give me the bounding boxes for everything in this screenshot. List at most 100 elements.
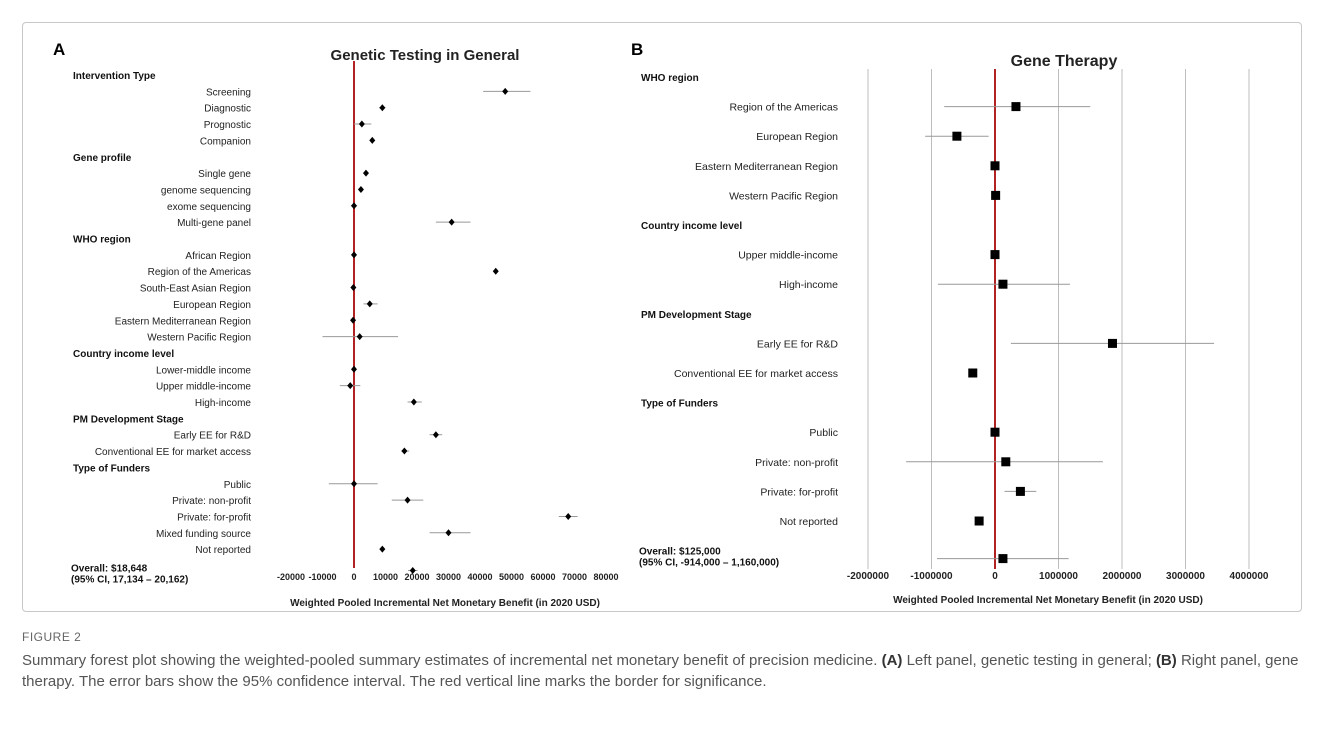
panel-a-tick-label: 0 [351,572,356,582]
panel-b-group-header: Type of Funders [641,399,718,410]
panel-b-row-label: Conventional EE for market access [674,368,838,380]
panel-b-row-label: Private: non-profit [755,457,838,469]
panel-b-point-marker [991,191,1000,200]
panel-a-point-marker [351,251,357,258]
panel-b-row-label: Region of the Americas [729,102,838,114]
panel-a-point-marker [347,382,353,389]
panel-b-tick-label: 0 [992,571,998,582]
panel-a-point-marker [359,121,365,128]
forest-plot-a: A Genetic Testing in General-20000 -10000 0… [23,23,1303,613]
panel-b-group-header: WHO region [641,73,699,84]
panel-a-tick-label: 40000 [467,572,492,582]
panel-b-group-header: PM Development Stage [641,310,752,321]
panel-a-row-label: Private: non-profit [172,496,251,507]
panel-a-group-header: Type of Funders [73,463,150,474]
caption-b-label: (B) [1156,652,1177,669]
panel-a-tick-label: 80000 [593,572,618,582]
panel-a-point-marker [405,497,411,504]
panel-a-point-marker [493,268,499,275]
panel-a-point-marker [449,219,455,226]
panel-a-x-axis-label: Weighted Pooled Incremental Net Monetary… [290,598,600,609]
panel-a-row-label: Diagnostic [204,104,251,115]
panel-b-point-marker [952,132,961,141]
panel-a-row-label: Companion [200,136,251,147]
panel-a-row-label: genome sequencing [161,185,251,196]
panel-a-row-label: Screening [206,87,251,98]
panel-a-row-label: exome sequencing [167,202,251,213]
caption-a-label: (A) [882,652,903,669]
panel-a-group-header: Country income level [73,349,174,360]
panel-a-point-marker [369,137,375,144]
figure-label: FIGURE 2 [22,630,1302,644]
panel-a-point-marker [411,399,417,406]
panel-b-tick-label: 2000000 [1103,571,1142,582]
panel-b-group-header: Country income level [641,221,742,232]
panel-a-tick-label: -10000 [308,572,336,582]
panel-a-row-label: Region of the Americas [148,267,251,278]
panel-b-point-marker [1016,487,1025,496]
panel-a-row-label: African Region [185,251,251,262]
panel-a-row-label: Multi-gene panel [177,218,251,229]
panel-a-point-marker [367,300,373,307]
panel-b-row-label: European Region [756,131,838,143]
panel-a-tick-label: 30000 [436,572,461,582]
panel-a-letter: A [53,40,65,59]
panel-a-overall-label: Overall: $18,648 [71,564,148,575]
panel-a-row-label: Private: for-profit [177,512,251,523]
panel-a-tick-label: 70000 [562,572,587,582]
panel-b-point-marker [991,250,1000,259]
figure-frame: A Genetic Testing in General -20000 -10000 0… [22,22,1302,612]
panel-b-point-marker [998,280,1007,289]
panel-b-point-marker [1108,339,1117,348]
panel-a-point-marker [433,431,439,438]
panel-b-row-label: Early EE for R&D [757,338,839,350]
panel-a-row-label: Mixed funding source [156,529,251,540]
panel-a-group-header: Intervention Type [73,71,156,82]
panel-a-tick-label: 50000 [499,572,524,582]
panel-b-overall-ci-label: (95% CI, -914,000 – 1,160,000) [639,558,779,569]
panel-a-point-marker [350,317,356,324]
panel-b-row-label: Public [809,427,838,439]
caption-text: Summary forest plot showing the weighted… [22,650,1302,692]
panel-a-point-marker [379,546,385,553]
panel-b-row-label: Private: for-profit [760,486,838,498]
panel-b-point-marker [975,517,984,526]
figure-caption: FIGURE 2 Summary forest plot showing the… [22,630,1302,692]
panel-a-point-marker [502,88,508,95]
panel-b-row-label: Eastern Mediterranean Region [695,161,838,173]
panel-a-row-label: Not reported [195,545,251,556]
panel-a-row-label: European Region [173,300,251,311]
panel-b-tick-label: 1000000 [1039,571,1078,582]
panel-a-point-marker [351,366,357,373]
panel-a-tick-label: 20000 [404,572,429,582]
panel-b-row-label: Not reported [780,516,839,528]
panel-b-row-label: Western Pacific Region [729,190,838,202]
panel-a-row-label: Lower-middle income [156,365,251,376]
panel-a-point-marker [350,284,356,291]
panel-a-row-label: South-East Asian Region [140,284,251,295]
panel-a-row-label: Conventional EE for market access [95,447,251,458]
panel-a-point-marker [358,186,364,193]
panel-a-point-marker [357,333,363,340]
panel-b-point-marker [1001,457,1010,466]
panel-b-point-marker [991,161,1000,170]
panel-b-title: Gene Therapy [1011,53,1118,70]
panel-a-overall-ci-label: (95% CI, 17,134 – 20,162) [71,575,188,586]
panel-b-tick-label: -2000000 [847,571,890,582]
panel-b-row-label: Upper middle-income [738,250,838,262]
panel-a-tick-label: 60000 [530,572,555,582]
panel-a-point-marker [401,448,407,455]
panel-a-row-label: Western Pacific Region [147,333,251,344]
panel-a-tick-label: -20000 [277,572,305,582]
caption-intro: Summary forest plot showing the weighted… [22,652,877,669]
panel-a-group-header: Gene profile [73,153,132,164]
panel-b-point-marker [991,428,1000,437]
panel-a-row-label: Early EE for R&D [174,431,251,442]
panel-a-row-label: Eastern Mediterranean Region [115,316,251,327]
panel-a-row-label: Upper middle-income [156,382,251,393]
panel-b-overall-label: Overall: $125,000 [639,547,721,558]
panel-b-row-label: High-income [779,279,838,291]
panel-a-point-marker [565,513,571,520]
panel-a-point-marker [446,529,452,536]
panel-a-group-header: PM Development Stage [73,414,184,425]
